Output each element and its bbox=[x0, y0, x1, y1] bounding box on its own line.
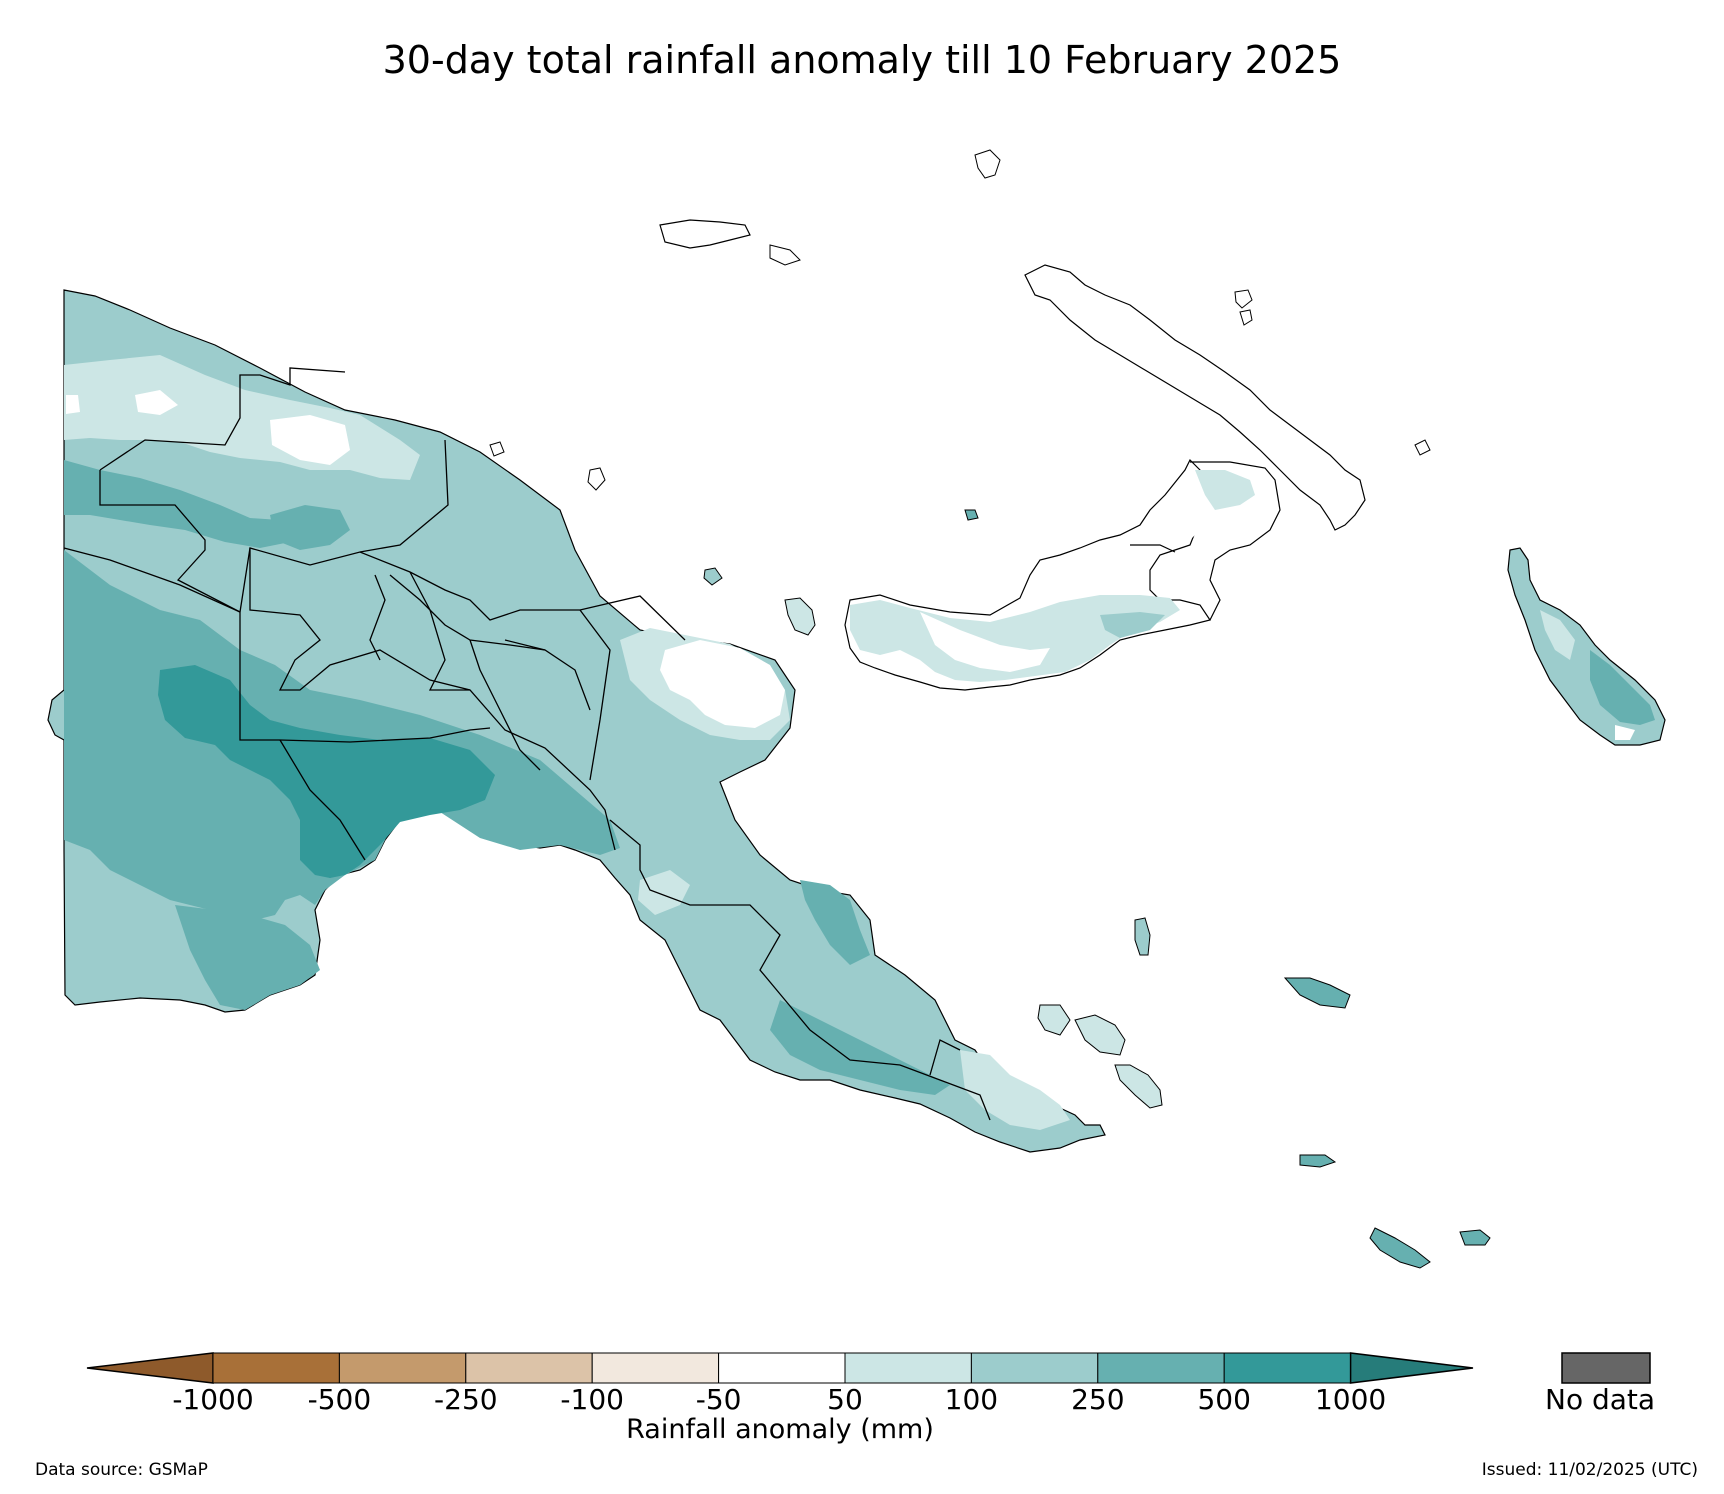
mainland-region-50-100-southeast-tip bbox=[960, 1050, 1070, 1130]
mainland-region-250-500-east-coast bbox=[800, 880, 870, 965]
nodata-label: No data bbox=[1545, 1383, 1656, 1416]
mainland-region-250-500-west bbox=[64, 550, 620, 920]
new-ireland-outline bbox=[1024, 264, 1366, 531]
milne-bay-islands bbox=[1037, 917, 1491, 1269]
colorbar-under-extension bbox=[86, 1352, 214, 1384]
mainland-region-normal-north-c bbox=[66, 395, 80, 414]
colorbar-tick-label: 50 bbox=[827, 1383, 863, 1416]
data-source-note: Data source: GSMaP bbox=[35, 1460, 208, 1480]
colorbar-swatch bbox=[212, 1352, 340, 1384]
colorbar-swatch bbox=[970, 1352, 1099, 1384]
mainland-region-250-500-north bbox=[64, 460, 330, 548]
colorbar bbox=[86, 1352, 1474, 1384]
provincial-boundaries bbox=[63, 367, 991, 1121]
colorbar-label: Rainfall anomaly (mm) bbox=[626, 1414, 934, 1445]
manus-island bbox=[489, 149, 1431, 636]
new-britain-normal-north bbox=[1170, 480, 1210, 545]
mainland-region-500-1000-core bbox=[158, 665, 495, 878]
map-title: 30-day total rainfall anomaly till 10 Fe… bbox=[382, 38, 1342, 82]
bougainville-normal bbox=[1615, 725, 1635, 740]
mainland-region-normal-madang bbox=[660, 640, 785, 728]
colorbar-tick-label: -50 bbox=[695, 1383, 742, 1416]
mainland-region-500-1000-south bbox=[300, 835, 345, 878]
issued-date: Issued: 11/02/2025 (UTC) bbox=[1481, 1460, 1698, 1480]
colorbar-tick-label: -250 bbox=[434, 1383, 498, 1416]
mainland-region-normal-north-a bbox=[135, 390, 178, 415]
mainland-region-250-500-southwest bbox=[175, 905, 320, 1010]
mainland-region-normal-north-b bbox=[270, 415, 350, 465]
mainland-region-50-100-south-coast bbox=[638, 870, 690, 915]
colorbar-tick-label: -1000 bbox=[172, 1383, 254, 1416]
colorbar-tick-label: -100 bbox=[560, 1383, 624, 1416]
colorbar-swatch bbox=[1097, 1352, 1225, 1384]
colorbar-tick-label: 1000 bbox=[1314, 1383, 1387, 1416]
mainland-png bbox=[47, 289, 1106, 1153]
colorbar-swatch bbox=[844, 1352, 972, 1384]
colorbar-swatch bbox=[1223, 1352, 1352, 1384]
new-britain-100-250-east bbox=[1100, 612, 1165, 638]
new-ireland-island bbox=[1024, 264, 1366, 531]
bougainville-250-500 bbox=[1590, 650, 1655, 725]
bougainville-50-100 bbox=[1540, 610, 1575, 660]
mainland-region-250-500-north-blob bbox=[270, 505, 350, 550]
new-britain-50-100-north bbox=[1195, 470, 1255, 510]
mainland-region-250-500-southeast bbox=[770, 1000, 950, 1095]
colorbar-over-extension bbox=[1349, 1352, 1474, 1384]
bougainville-island bbox=[1507, 547, 1666, 746]
colorbar-tick-label: -500 bbox=[307, 1383, 372, 1416]
new-britain-outline-north bbox=[1190, 461, 1281, 621]
nodata-swatch bbox=[1561, 1352, 1651, 1384]
colorbar-swatch bbox=[591, 1352, 720, 1384]
colorbar-swatch bbox=[465, 1352, 593, 1384]
new-britain-50-100 bbox=[850, 595, 1180, 682]
colorbar-tick-label: 100 bbox=[944, 1383, 999, 1416]
colorbar-swatch bbox=[718, 1352, 846, 1384]
new-britain-normal-inset bbox=[920, 612, 1050, 672]
colorbar-tick-label: 500 bbox=[1197, 1383, 1251, 1416]
colorbar-tick-label: 250 bbox=[1071, 1383, 1125, 1416]
new-britain-island bbox=[844, 458, 1281, 691]
colorbar-swatch bbox=[338, 1352, 467, 1384]
